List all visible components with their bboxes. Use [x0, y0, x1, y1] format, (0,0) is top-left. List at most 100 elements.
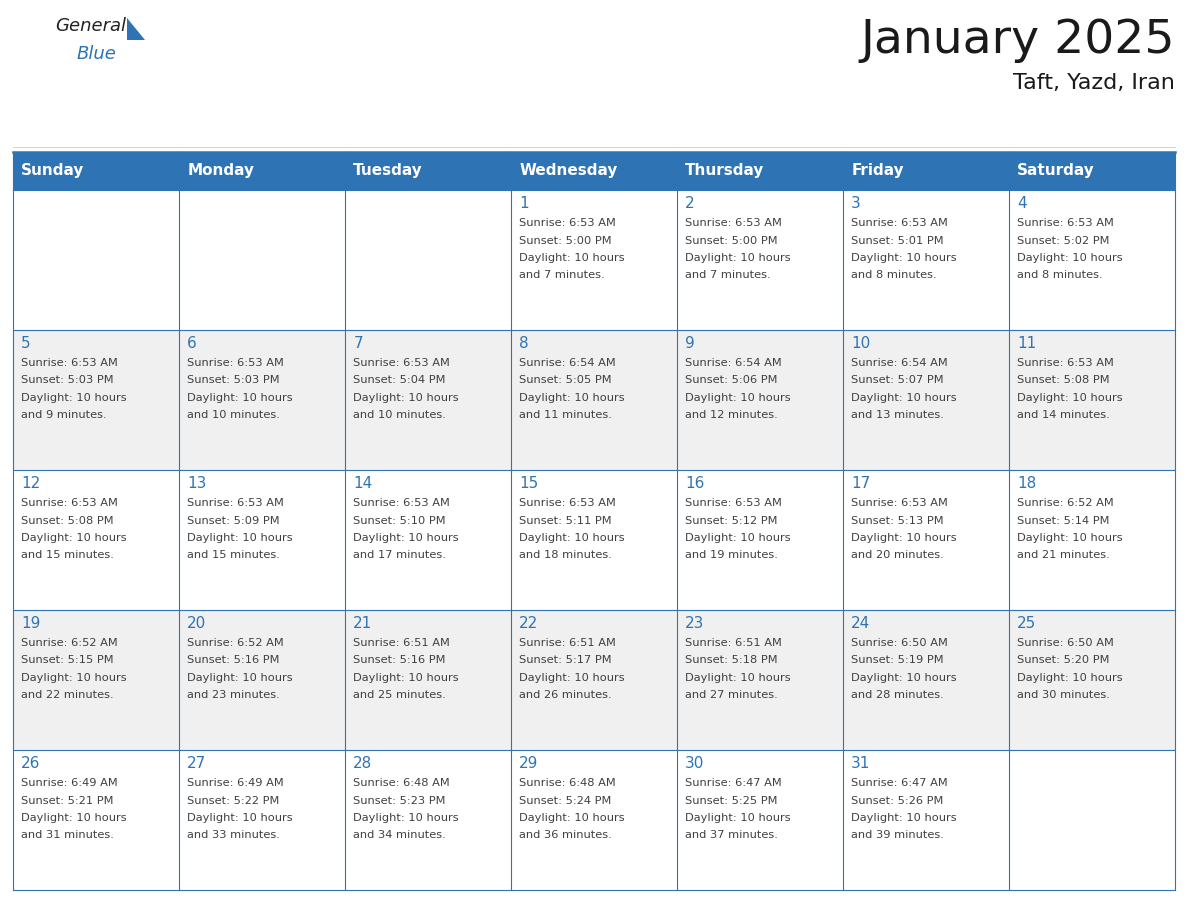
Text: Sunrise: 6:52 AM: Sunrise: 6:52 AM — [21, 638, 118, 648]
Text: Saturday: Saturday — [1017, 163, 1095, 178]
Bar — [1009, 610, 1175, 750]
Text: January 2025: January 2025 — [860, 18, 1175, 63]
Bar — [843, 330, 1009, 470]
Text: Sunset: 5:03 PM: Sunset: 5:03 PM — [21, 375, 114, 386]
Text: Sunset: 5:08 PM: Sunset: 5:08 PM — [21, 516, 114, 525]
Bar — [843, 470, 1009, 610]
Bar — [179, 610, 345, 750]
Text: 29: 29 — [519, 756, 538, 771]
Text: Sunrise: 6:49 AM: Sunrise: 6:49 AM — [188, 778, 284, 788]
Text: 30: 30 — [685, 756, 704, 771]
Polygon shape — [127, 18, 145, 40]
Text: Daylight: 10 hours: Daylight: 10 hours — [353, 673, 459, 683]
Text: 6: 6 — [188, 336, 197, 351]
Text: and 8 minutes.: and 8 minutes. — [1017, 271, 1102, 281]
Text: 28: 28 — [353, 756, 373, 771]
Text: Daylight: 10 hours: Daylight: 10 hours — [852, 253, 956, 263]
Text: Sunrise: 6:53 AM: Sunrise: 6:53 AM — [852, 218, 948, 228]
Text: Daylight: 10 hours: Daylight: 10 hours — [519, 533, 625, 543]
Text: Sunrise: 6:52 AM: Sunrise: 6:52 AM — [1017, 498, 1114, 508]
Text: Sunrise: 6:53 AM: Sunrise: 6:53 AM — [353, 498, 450, 508]
Bar — [179, 330, 345, 470]
Text: 24: 24 — [852, 616, 871, 631]
Text: 10: 10 — [852, 336, 871, 351]
Text: and 33 minutes.: and 33 minutes. — [188, 831, 280, 841]
Bar — [1009, 750, 1175, 890]
Text: Daylight: 10 hours: Daylight: 10 hours — [188, 533, 293, 543]
Text: Sunrise: 6:53 AM: Sunrise: 6:53 AM — [353, 358, 450, 368]
Text: Sunset: 5:15 PM: Sunset: 5:15 PM — [21, 655, 114, 666]
Text: and 15 minutes.: and 15 minutes. — [188, 551, 280, 561]
Text: and 8 minutes.: and 8 minutes. — [852, 271, 937, 281]
Text: Sunrise: 6:53 AM: Sunrise: 6:53 AM — [21, 358, 118, 368]
Text: Sunset: 5:00 PM: Sunset: 5:00 PM — [685, 236, 778, 245]
Text: Sunrise: 6:51 AM: Sunrise: 6:51 AM — [685, 638, 782, 648]
Text: 17: 17 — [852, 476, 871, 491]
Bar — [677, 330, 843, 470]
Text: Sunrise: 6:52 AM: Sunrise: 6:52 AM — [188, 638, 284, 648]
Text: and 20 minutes.: and 20 minutes. — [852, 551, 944, 561]
Text: and 7 minutes.: and 7 minutes. — [685, 271, 771, 281]
Text: Daylight: 10 hours: Daylight: 10 hours — [685, 253, 791, 263]
Text: Taft, Yazd, Iran: Taft, Yazd, Iran — [1013, 73, 1175, 93]
Text: Daylight: 10 hours: Daylight: 10 hours — [1017, 533, 1123, 543]
Text: 1: 1 — [519, 196, 529, 211]
Bar — [1009, 470, 1175, 610]
Text: 11: 11 — [1017, 336, 1037, 351]
Text: and 12 minutes.: and 12 minutes. — [685, 410, 778, 420]
Text: Sunrise: 6:53 AM: Sunrise: 6:53 AM — [188, 498, 284, 508]
Bar — [13, 750, 179, 890]
Text: Daylight: 10 hours: Daylight: 10 hours — [685, 393, 791, 403]
Text: Sunset: 5:25 PM: Sunset: 5:25 PM — [685, 796, 778, 805]
Text: Sunrise: 6:53 AM: Sunrise: 6:53 AM — [685, 498, 782, 508]
Text: Sunset: 5:21 PM: Sunset: 5:21 PM — [21, 796, 114, 805]
Text: and 9 minutes.: and 9 minutes. — [21, 410, 107, 420]
Text: 31: 31 — [852, 756, 871, 771]
Text: 5: 5 — [21, 336, 31, 351]
Text: Thursday: Thursday — [685, 163, 765, 178]
Bar — [511, 190, 677, 330]
Bar — [511, 330, 677, 470]
Text: and 31 minutes.: and 31 minutes. — [21, 831, 114, 841]
Text: Sunset: 5:07 PM: Sunset: 5:07 PM — [852, 375, 944, 386]
Text: Sunrise: 6:50 AM: Sunrise: 6:50 AM — [1017, 638, 1114, 648]
Text: Sunset: 5:20 PM: Sunset: 5:20 PM — [1017, 655, 1110, 666]
Text: 9: 9 — [685, 336, 695, 351]
Text: Sunrise: 6:53 AM: Sunrise: 6:53 AM — [519, 498, 617, 508]
Text: Sunset: 5:26 PM: Sunset: 5:26 PM — [852, 796, 943, 805]
Text: Sunset: 5:11 PM: Sunset: 5:11 PM — [519, 516, 612, 525]
Text: and 34 minutes.: and 34 minutes. — [353, 831, 446, 841]
Text: 4: 4 — [1017, 196, 1026, 211]
Text: Sunset: 5:17 PM: Sunset: 5:17 PM — [519, 655, 612, 666]
Text: and 10 minutes.: and 10 minutes. — [188, 410, 280, 420]
Text: 16: 16 — [685, 476, 704, 491]
Text: Sunrise: 6:51 AM: Sunrise: 6:51 AM — [353, 638, 450, 648]
Text: Sunset: 5:08 PM: Sunset: 5:08 PM — [1017, 375, 1110, 386]
Text: Sunset: 5:14 PM: Sunset: 5:14 PM — [1017, 516, 1110, 525]
Text: Sunset: 5:24 PM: Sunset: 5:24 PM — [519, 796, 612, 805]
Text: Daylight: 10 hours: Daylight: 10 hours — [1017, 393, 1123, 403]
Text: Daylight: 10 hours: Daylight: 10 hours — [21, 673, 127, 683]
Text: Sunrise: 6:54 AM: Sunrise: 6:54 AM — [852, 358, 948, 368]
Text: Daylight: 10 hours: Daylight: 10 hours — [21, 533, 127, 543]
Text: and 14 minutes.: and 14 minutes. — [1017, 410, 1110, 420]
Text: Daylight: 10 hours: Daylight: 10 hours — [685, 533, 791, 543]
Bar — [345, 470, 511, 610]
Text: Sunrise: 6:53 AM: Sunrise: 6:53 AM — [1017, 358, 1114, 368]
Text: and 21 minutes.: and 21 minutes. — [1017, 551, 1110, 561]
Text: Daylight: 10 hours: Daylight: 10 hours — [852, 673, 956, 683]
Text: and 30 minutes.: and 30 minutes. — [1017, 690, 1110, 700]
Text: and 39 minutes.: and 39 minutes. — [852, 831, 944, 841]
Text: Sunrise: 6:53 AM: Sunrise: 6:53 AM — [685, 218, 782, 228]
Text: Daylight: 10 hours: Daylight: 10 hours — [852, 533, 956, 543]
Text: 12: 12 — [21, 476, 40, 491]
Bar — [843, 190, 1009, 330]
Text: Daylight: 10 hours: Daylight: 10 hours — [188, 813, 293, 823]
Text: Daylight: 10 hours: Daylight: 10 hours — [685, 813, 791, 823]
Text: and 19 minutes.: and 19 minutes. — [685, 551, 778, 561]
Bar — [843, 610, 1009, 750]
Text: Daylight: 10 hours: Daylight: 10 hours — [852, 813, 956, 823]
Text: and 22 minutes.: and 22 minutes. — [21, 690, 114, 700]
Text: Sunset: 5:02 PM: Sunset: 5:02 PM — [1017, 236, 1110, 245]
Text: and 36 minutes.: and 36 minutes. — [519, 831, 612, 841]
